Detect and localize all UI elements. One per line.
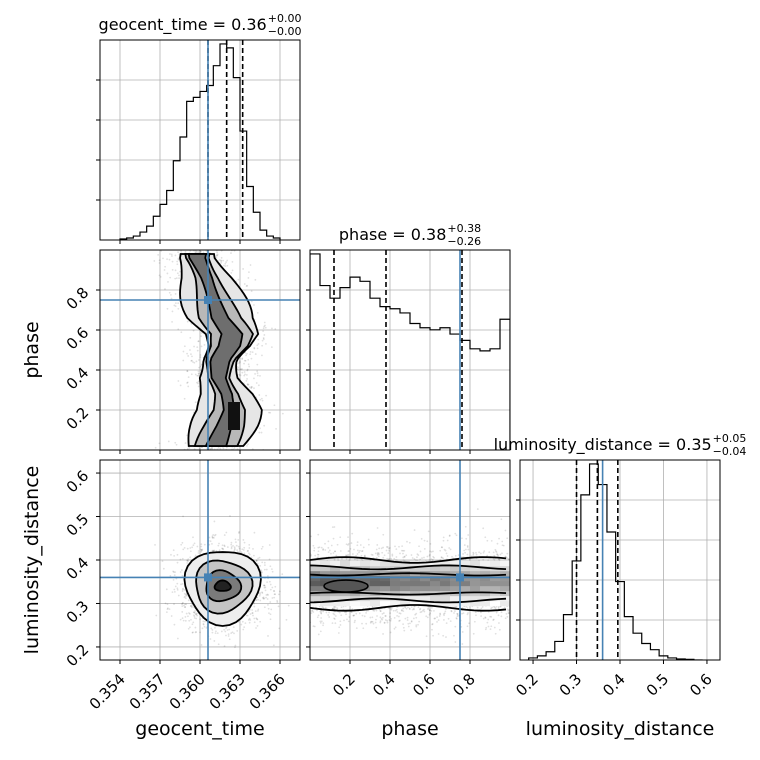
title-main: geocent_time = 0.36 xyxy=(99,15,267,35)
x-axis-label-geocent_time: geocent_time xyxy=(135,718,264,740)
y-tick-label: 0.6 xyxy=(63,467,93,497)
x-tick-label: 0.363 xyxy=(206,670,249,713)
x-axis-label-luminosity_distance: luminosity_distance xyxy=(526,718,715,740)
truth-marker xyxy=(456,573,464,582)
density-peak xyxy=(323,579,369,593)
density-contour-lower-1 xyxy=(310,597,507,604)
histogram-steps xyxy=(528,463,703,660)
histogram-steps xyxy=(310,253,510,450)
x-tick-label: 0.2 xyxy=(329,670,359,700)
title-upper-error: +0.00 xyxy=(268,12,302,25)
x-tick-label: 0.4 xyxy=(369,670,399,700)
grid xyxy=(100,40,300,240)
y-tick-label: 0.3 xyxy=(63,597,93,627)
y-tick-label: 0.4 xyxy=(63,554,93,584)
title-upper-error: +0.38 xyxy=(447,222,481,235)
density-contour-upper-0 xyxy=(310,556,507,564)
title-lower-error: −0.26 xyxy=(447,235,481,248)
histogram-luminosity_distance: luminosity_distance = 0.35 +0.05−0.04 xyxy=(494,432,747,664)
y-tick-label: 0.6 xyxy=(63,324,93,354)
title-main: phase = 0.38 xyxy=(339,225,446,244)
density-contour-upper-1 xyxy=(310,564,507,571)
x-tick-label: 0.3 xyxy=(556,670,586,700)
x-tick-label: 0.8 xyxy=(449,670,479,700)
density-peak xyxy=(228,402,240,430)
panel-border xyxy=(309,249,511,451)
x-tick-label: 0.357 xyxy=(126,670,169,713)
panel-geocent_time-vs-phase: 0.2 0.4 0.6 0.8 phase xyxy=(21,249,301,454)
title-lower-error: −0.00 xyxy=(268,25,302,38)
truth-marker xyxy=(204,296,212,304)
histogram-geocent_time: geocent_time = 0.36 +0.00−0.00 xyxy=(96,12,301,244)
x-axis-label-phase: phase xyxy=(381,718,438,740)
x-tick-label: 0.360 xyxy=(166,670,209,713)
panel-phase-vs-luminosity_distance: 0.2 0.4 0.6 0.8 phase xyxy=(306,459,511,740)
panel-title-geocent_time: geocent_time = 0.36 +0.00−0.00 xyxy=(99,12,302,38)
y-axis-label-luminosity_distance: luminosity_distance xyxy=(21,466,43,655)
x-axis-luminosity_distance: 0.2 0.3 0.4 0.5 0.6 luminosity_distance xyxy=(512,670,716,740)
x-tick-label: 0.4 xyxy=(599,670,629,700)
density-contour-2 xyxy=(187,253,244,447)
y-tick-label: 0.5 xyxy=(63,510,93,540)
x-tick-label: 0.366 xyxy=(246,670,289,713)
histogram-steps xyxy=(119,43,281,240)
grid xyxy=(520,460,720,660)
density-contour-lower-0 xyxy=(310,604,507,612)
panel-title-phase: phase = 0.38 +0.38−0.26 xyxy=(339,222,481,248)
density-contour-3 xyxy=(213,579,232,592)
title-upper-error: +0.05 xyxy=(713,432,747,445)
title-main: luminosity_distance = 0.35 xyxy=(494,435,712,455)
density-contour-upper-2 xyxy=(310,572,507,577)
title-lower-error: −0.04 xyxy=(713,445,747,458)
grid xyxy=(310,460,510,660)
x-tick-label: 0.5 xyxy=(643,670,673,700)
y-tick-label: 0.2 xyxy=(63,404,93,434)
y-tick-label: 0.8 xyxy=(63,284,93,314)
y-tick-label: 0.4 xyxy=(63,364,93,394)
x-tick-label: 0.2 xyxy=(512,670,542,700)
y-axis-label-phase: phase xyxy=(21,321,43,378)
x-tick-label: 0.6 xyxy=(686,670,716,700)
y-tick-label: 0.2 xyxy=(63,641,93,671)
x-tick-label: 0.6 xyxy=(409,670,439,700)
panel-title-luminosity_distance: luminosity_distance = 0.35 +0.05−0.04 xyxy=(494,432,747,458)
x-tick-label: 0.354 xyxy=(86,670,129,713)
panel-geocent_time-vs-luminosity_distance: 0.2 0.3 0.4 0.5 0.6 0.3540.3570.3600.3630.366… xyxy=(21,459,301,740)
truth-marker xyxy=(204,573,212,582)
grid xyxy=(310,250,510,450)
histogram-phase: phase = 0.38 +0.38−0.26 xyxy=(306,222,511,454)
